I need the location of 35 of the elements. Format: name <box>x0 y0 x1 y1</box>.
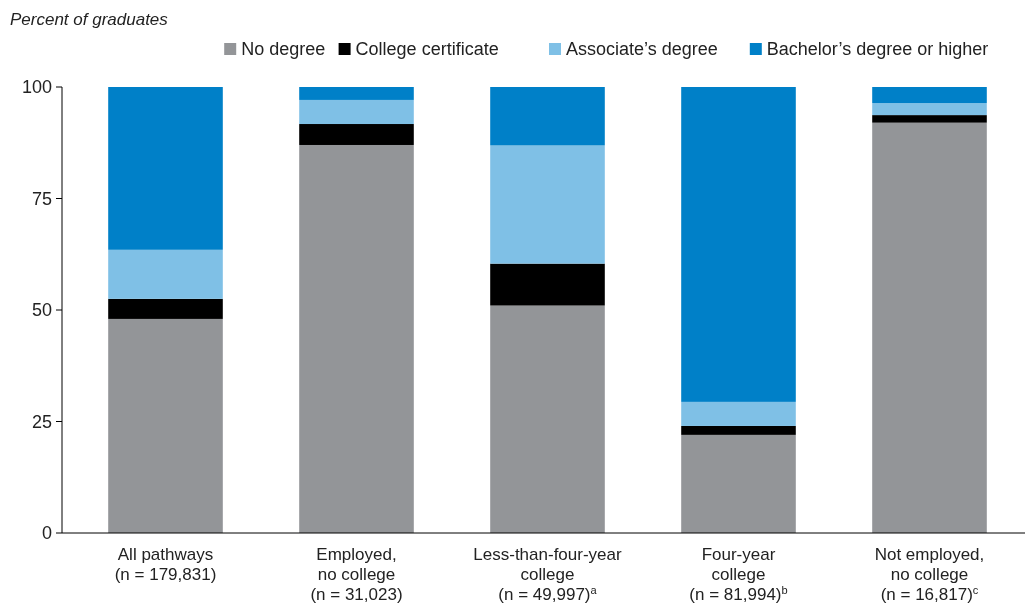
legend-label: Associate’s degree <box>566 39 718 59</box>
bar <box>872 103 987 116</box>
bar <box>872 87 987 104</box>
y-tick-label: 100 <box>21 77 52 98</box>
bar <box>108 318 223 533</box>
x-tick-label: Four-year college (n = 81,994)$^{b}$ <box>689 545 788 604</box>
legend-label: No degree <box>241 39 326 59</box>
bar <box>681 425 796 435</box>
bar <box>872 122 987 533</box>
bar <box>872 115 987 123</box>
bar <box>681 434 796 533</box>
y-tick-label: 25 <box>31 411 52 432</box>
bar <box>490 305 605 533</box>
bar <box>108 298 223 319</box>
bar <box>681 401 796 426</box>
y-tick-label: 50 <box>31 300 52 321</box>
y-axis-title: Percent of graduates <box>10 10 169 29</box>
bar <box>299 124 414 145</box>
bar <box>108 87 223 250</box>
x-tick-label: Not employed, no college (n = 16,817)$^{c}$ <box>874 545 985 604</box>
bar <box>681 87 796 402</box>
bar <box>490 87 605 146</box>
bar <box>299 87 414 100</box>
legend-label: College certificate <box>355 39 499 59</box>
y-tick-label: 75 <box>31 188 52 209</box>
bar <box>490 145 605 264</box>
x-tick-label: Employed, no college (n = 31,023) <box>310 545 403 604</box>
x-tick-label: All pathways (n = 179,831) <box>114 545 217 584</box>
bar <box>299 144 414 533</box>
bar <box>108 249 223 299</box>
y-tick-label: 0 <box>41 523 52 544</box>
bar <box>299 99 414 125</box>
bar <box>490 263 605 306</box>
legend-label: Bachelor’s degree or higher <box>766 39 989 59</box>
x-tick-label: Less-than-four-year college (n = 49,997)$^{a}$ <box>473 545 623 604</box>
